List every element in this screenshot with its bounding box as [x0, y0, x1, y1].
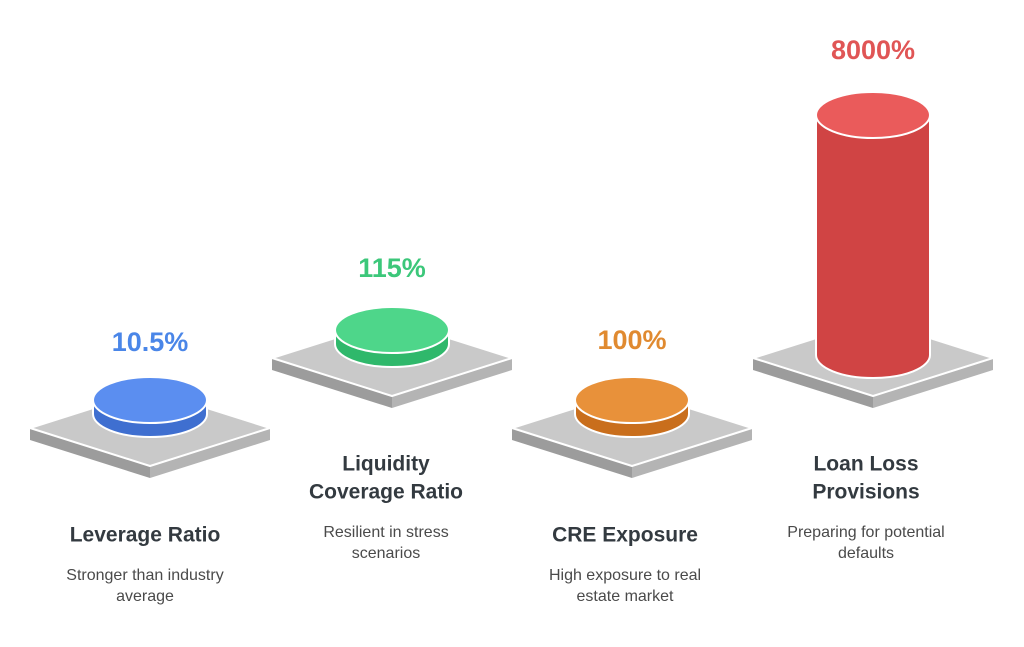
item: 8000% Loan Loss Provisions Preparing for po…	[752, 35, 994, 562]
item-description: average	[116, 588, 174, 605]
value-label: 115%	[358, 253, 426, 283]
item-title: Liquidity	[342, 453, 430, 476]
item-title: Provisions	[812, 481, 919, 504]
item-description: estate market	[577, 588, 674, 605]
item-description: High exposure to real	[549, 567, 701, 584]
item-description: Preparing for potential	[787, 524, 944, 541]
cylinder-top	[334, 306, 450, 354]
item: 115% Liquidity Coverage Ratio Resilient in …	[271, 253, 513, 562]
cylinder-top	[815, 91, 931, 139]
platform-side	[30, 428, 150, 478]
value-label: 10.5%	[112, 327, 189, 357]
platform-side	[150, 428, 270, 478]
platform-side	[873, 358, 993, 408]
platform-side	[512, 428, 632, 478]
item-title: Coverage Ratio	[309, 481, 463, 504]
cylinder-top	[574, 376, 690, 424]
cylinder-top	[92, 376, 208, 424]
item-description: Stronger than industry	[66, 567, 223, 584]
platform-side	[753, 358, 873, 408]
item: 10.5% Leverage Ratio Stronger than industr…	[29, 327, 271, 605]
platform-side	[272, 358, 392, 408]
item-description: Resilient in stress	[323, 524, 448, 541]
item-description: scenarios	[352, 545, 420, 562]
value-label: 8000%	[831, 35, 915, 65]
value-label: 100%	[597, 325, 666, 355]
item-title: Loan Loss	[813, 453, 918, 476]
cylinder-body	[816, 115, 930, 355]
platform-side	[392, 358, 512, 408]
item-description: defaults	[838, 545, 894, 562]
item-title: Leverage Ratio	[70, 524, 221, 547]
item-title: CRE Exposure	[552, 524, 698, 547]
platform-side	[632, 428, 752, 478]
item: 100% CRE Exposure High exposure to real est…	[511, 325, 753, 605]
